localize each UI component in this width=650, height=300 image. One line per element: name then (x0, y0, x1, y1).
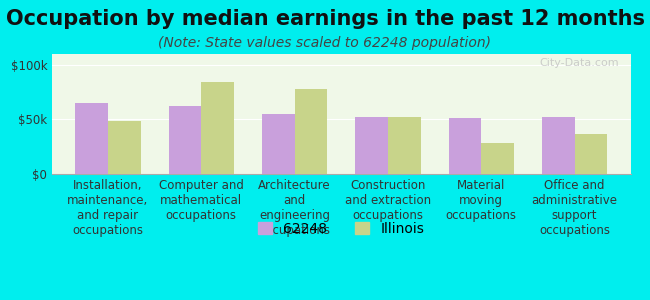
Bar (75, 103, 108, 174)
Legend: 62248, Illinois: 62248, Illinois (253, 216, 430, 242)
Bar (542, 117, 575, 174)
Bar (168, 106, 202, 174)
Bar (388, 117, 421, 174)
Bar (481, 143, 514, 174)
Bar (575, 134, 607, 174)
Text: City-Data.com: City-Data.com (540, 58, 619, 68)
Bar (294, 89, 327, 174)
Text: (Note: State values scaled to 62248 population): (Note: State values scaled to 62248 popu… (159, 36, 491, 50)
Bar (448, 118, 481, 174)
Bar (356, 117, 388, 174)
Text: Occupation by median earnings in the past 12 months: Occupation by median earnings in the pas… (5, 9, 645, 29)
Bar (108, 121, 140, 174)
Bar (202, 82, 234, 174)
Bar (262, 114, 294, 174)
